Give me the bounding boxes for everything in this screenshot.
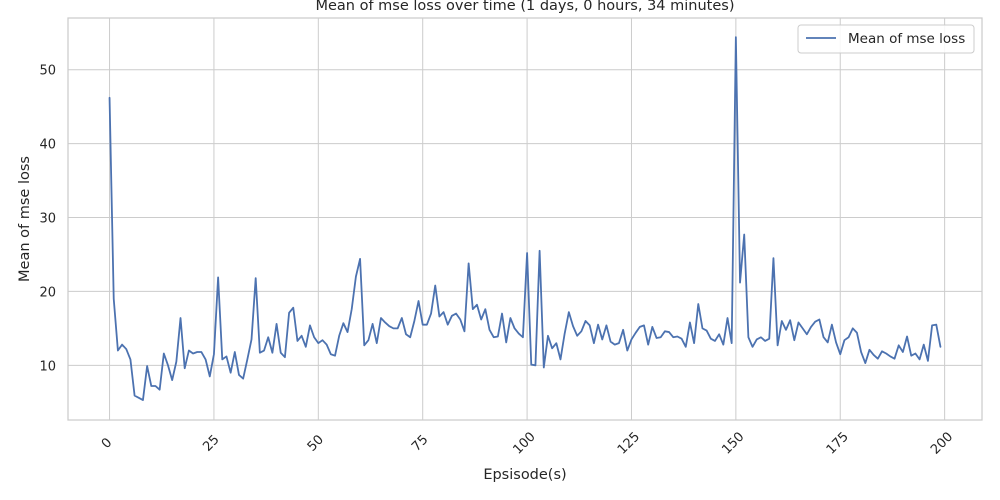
legend: Mean of mse loss [797,24,975,54]
y-tick-label: 50 [39,64,56,79]
x-tick-label: 150 [719,429,747,457]
legend-box [797,24,975,54]
chart-title: Mean of mse loss over time (1 days, 0 ho… [315,0,734,14]
x-axis-ticks: 0 25 50 75 100 125 150 175 200 [99,429,956,457]
y-axis-label: Mean of mse loss [17,156,33,282]
y-axis-ticks: 10 20 30 40 50 [39,64,56,375]
x-tick-label: 100 [511,429,539,457]
y-tick-label: 40 [39,138,56,153]
series-line [108,36,942,401]
y-tick-label: 10 [39,359,56,374]
plot-frame [67,17,983,421]
x-tick-label: 125 [615,429,643,457]
x-tick-label: 200 [928,429,956,457]
y-tick-label: 20 [39,285,56,300]
x-tick-label: 0 [99,435,115,451]
plot-area [68,18,982,420]
y-tick-label: 30 [39,212,56,227]
series-layer [108,36,942,401]
legend-label: Mean of mse loss [848,31,965,47]
x-tick-label: 25 [200,432,222,454]
x-tick-label: 50 [305,432,327,454]
x-tick-label: 75 [409,432,431,454]
x-tick-label: 175 [824,429,852,457]
x-axis-label: Epsisode(s) [483,467,566,483]
